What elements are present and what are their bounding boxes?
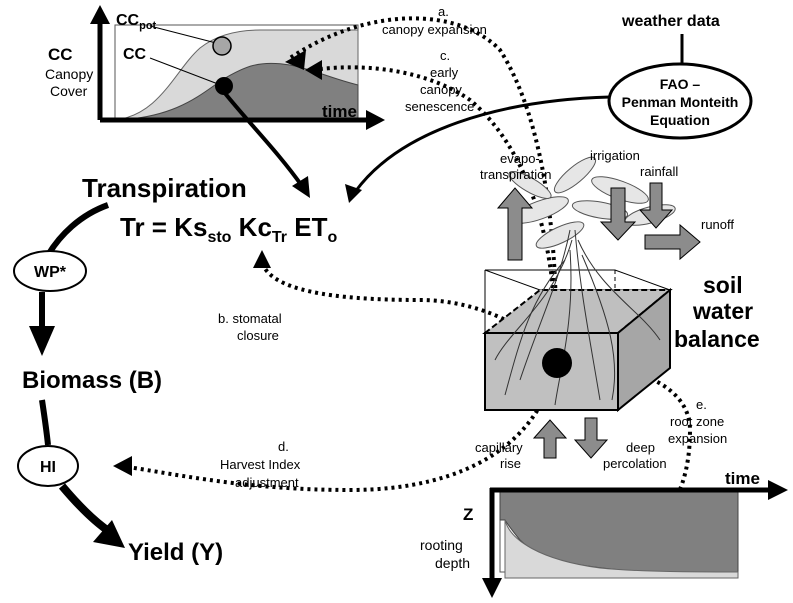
fao-line2: Penman Monteith xyxy=(622,94,739,110)
cc-time-label: time xyxy=(322,102,357,121)
deep-line2: percolation xyxy=(603,456,667,471)
annotation-c-line2: canopy xyxy=(420,82,462,97)
fao-equation-ellipse xyxy=(607,62,753,140)
transpiration-title: Transpiration xyxy=(82,173,247,203)
capillary-line2: rise xyxy=(500,456,521,471)
root-x-arrowhead xyxy=(768,480,788,500)
transpiration-equation: Tr = Kssto KcTr ETo xyxy=(120,212,337,246)
annotation-d-line1: Harvest Index xyxy=(220,457,301,472)
rooting-depth-chart: time Z rooting depth xyxy=(420,469,788,598)
root-sub2: depth xyxy=(435,555,470,571)
cc-label: CC xyxy=(123,46,147,63)
annotation-a-letter: a. xyxy=(438,4,449,19)
capillary-line1: capillary xyxy=(475,440,523,455)
root-y-arrowhead xyxy=(482,578,502,598)
cc-marker xyxy=(215,77,233,95)
arrow-a-head xyxy=(285,50,306,70)
weather-data-label: weather data xyxy=(621,13,720,30)
arrow-a-canopy-expansion xyxy=(288,16,558,366)
annotation-b-line2: closure xyxy=(237,328,279,343)
arrow-d-head xyxy=(113,456,132,476)
root-time-label: time xyxy=(725,469,760,488)
hi-ellipse xyxy=(17,445,79,487)
deep-line1: deep xyxy=(626,440,655,455)
wp-to-biomass-arrowhead xyxy=(29,326,55,356)
irrigation-label: irrigation xyxy=(590,148,640,163)
fao-to-eto-arrow xyxy=(353,95,611,193)
hi-label: HI xyxy=(40,459,56,476)
annotation-c-line3: senescence xyxy=(405,99,474,114)
root-z-label: Z xyxy=(463,505,473,524)
arrow-c-senescence xyxy=(311,65,558,366)
biomass-to-hi-line xyxy=(39,399,51,446)
plant-roots xyxy=(494,229,661,406)
soil-box-top-upper xyxy=(484,269,671,291)
arrow-b-head xyxy=(253,250,271,268)
root-sub1: rooting xyxy=(420,537,463,553)
arrow-d-harvest-index xyxy=(127,364,557,493)
wp-label: WP* xyxy=(34,264,67,281)
tr-to-wp-line xyxy=(45,202,110,257)
annotation-c-letter: c. xyxy=(440,48,450,63)
soil-block: evapo- transpiration irrigation rainfall… xyxy=(475,148,760,471)
evapotranspiration-arrow xyxy=(496,187,534,261)
annotation-d-line2: adjustment xyxy=(235,475,299,490)
annotation-b-line1: b. stomatal xyxy=(218,311,282,326)
hi-to-yield-arrowhead xyxy=(93,520,125,548)
root-max-area xyxy=(504,519,739,579)
evapo-line2: transpiration xyxy=(480,167,552,182)
runoff-arrow xyxy=(644,223,701,261)
cc-y-axis-arrowhead xyxy=(90,5,110,24)
annotation-c-line1: early xyxy=(430,65,459,80)
runoff-label: runoff xyxy=(701,217,734,232)
soil-balance-line2: water xyxy=(692,298,753,324)
canopy-cover-chart: CC Canopy Cover time CCpot CC xyxy=(45,5,385,130)
irrigation-arrow xyxy=(599,187,637,241)
cc-to-tr-arrowhead xyxy=(292,176,310,198)
cc-leader xyxy=(149,57,219,85)
hi-to-yield-line xyxy=(58,483,113,536)
soil-balance-line1: soil xyxy=(703,272,743,298)
cc-x-axis-arrowhead xyxy=(366,110,385,130)
annotation-a-text: canopy expansion xyxy=(382,22,487,37)
soil-balance-line3: balance xyxy=(674,326,760,352)
cc-axis-sub2: Cover xyxy=(50,83,88,99)
evapo-line1: evapo- xyxy=(500,151,540,166)
annotation-e-line1: root zone xyxy=(670,414,724,429)
rainfall-label: rainfall xyxy=(640,164,678,179)
arrow-b-stomatal xyxy=(260,261,557,366)
fao-line3: Equation xyxy=(650,112,710,128)
cc-to-tr-arrow xyxy=(222,90,304,188)
annotation-d-letter: d. xyxy=(278,439,289,454)
cc-axis-title: CC xyxy=(48,45,73,64)
fao-line1: FAO – xyxy=(660,76,701,92)
yield-label: Yield (Y) xyxy=(128,539,223,566)
cc-axis-sub1: Canopy xyxy=(45,66,93,82)
cc-actual-area xyxy=(114,62,359,121)
fao-to-eto-arrowhead xyxy=(345,184,362,203)
capillary-rise-arrow xyxy=(532,419,568,459)
rainfall-arrow xyxy=(638,182,674,229)
wp-ellipse xyxy=(13,250,87,292)
cc-pot-label: CCpot xyxy=(116,12,157,32)
cc-pot-marker xyxy=(212,36,232,56)
deep-percolation-arrow xyxy=(573,417,609,459)
annotation-e-line2: expansion xyxy=(668,431,727,446)
annotation-e-letter: e. xyxy=(696,397,707,412)
root-zone-marker xyxy=(542,348,572,378)
arrow-c-head xyxy=(305,60,322,80)
cc-pot-leader xyxy=(149,25,221,45)
biomass-label: Biomass (B) xyxy=(22,367,162,394)
weather-block: weather data FAO – Penman Monteith Equat… xyxy=(607,13,753,140)
